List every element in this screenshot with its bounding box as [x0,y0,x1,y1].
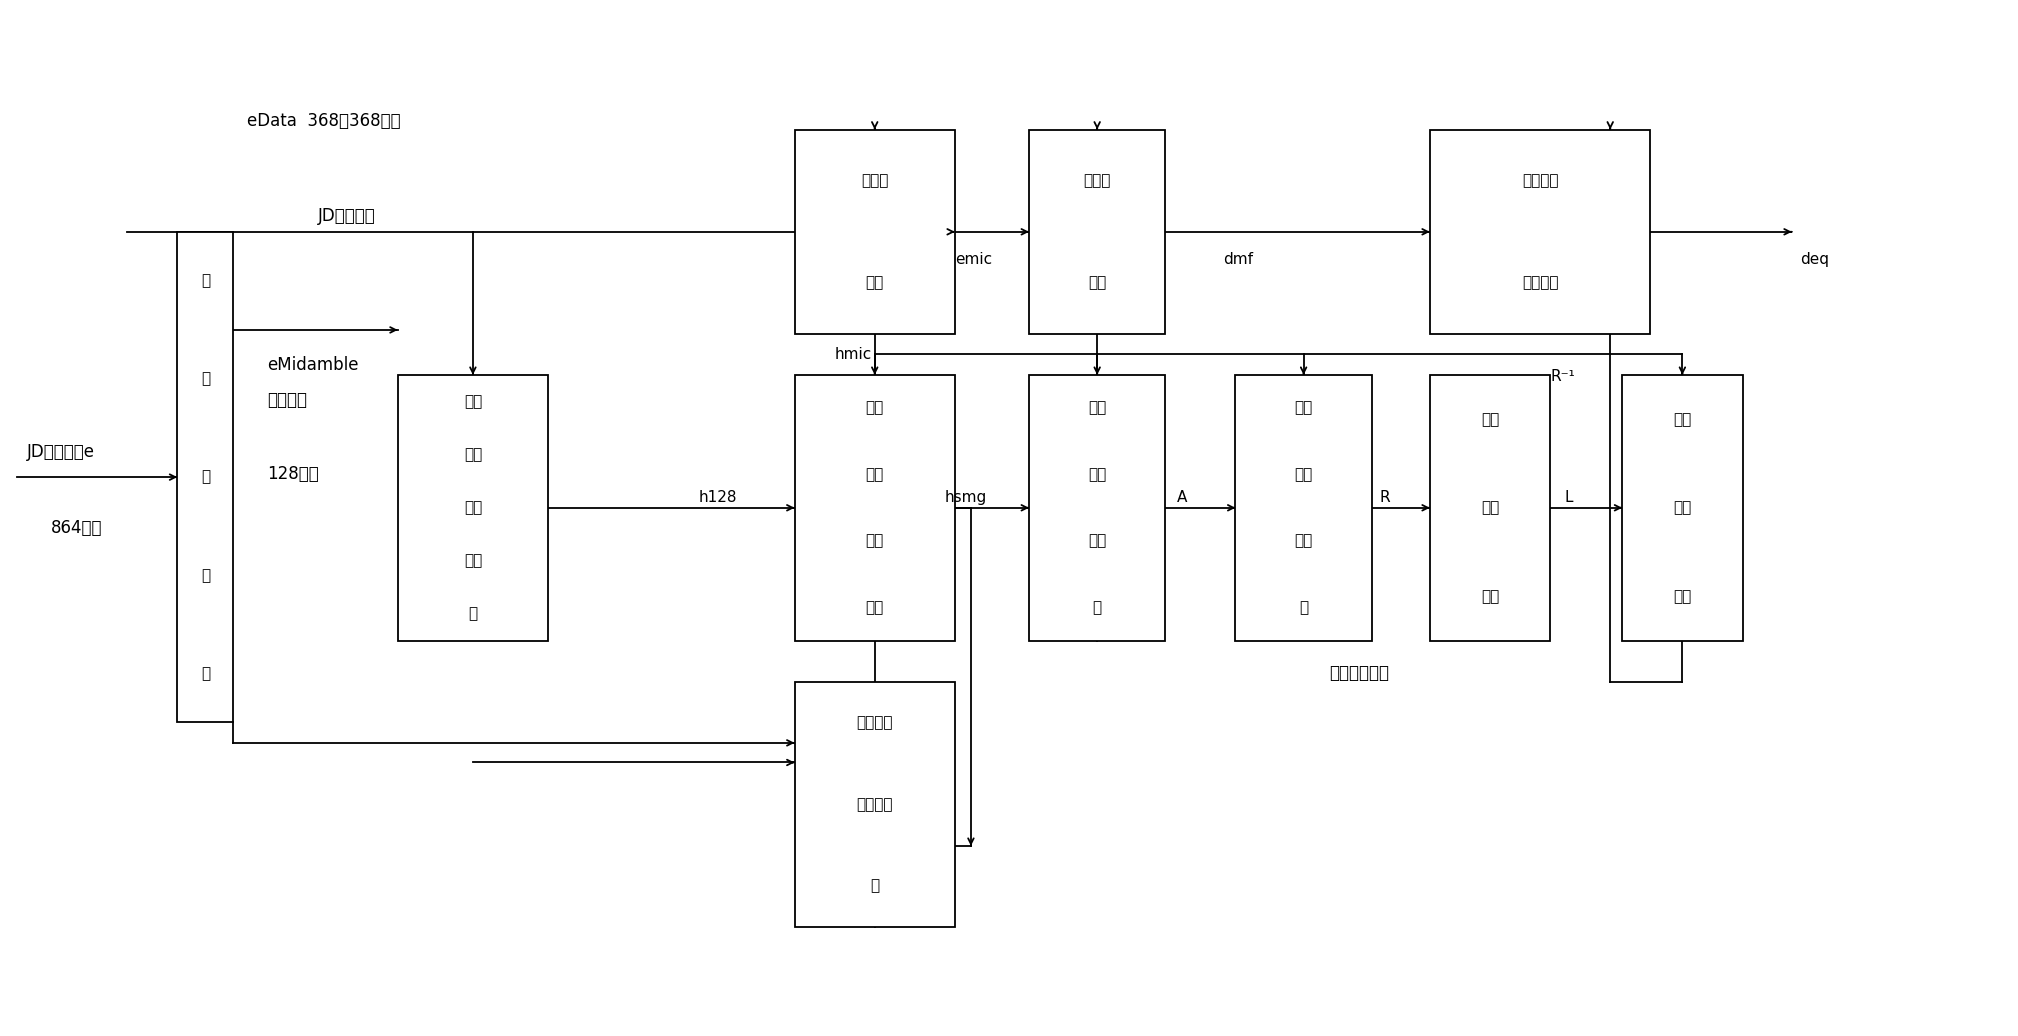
Text: 器: 器 [468,607,478,622]
Text: 离: 离 [200,568,210,582]
Bar [795,130,955,334]
Text: deq: deq [1800,252,1830,267]
Text: 系统: 系统 [1088,401,1106,415]
Text: 864码片: 864码片 [50,519,103,538]
Text: 矩阵: 矩阵 [1481,411,1499,427]
Bar [1029,375,1164,640]
Text: 匹配滤: 匹配滤 [1084,173,1110,189]
Text: 求解模块: 求解模块 [1522,276,1558,290]
Text: A: A [1176,490,1189,506]
Text: 激活检测: 激活检测 [856,797,894,811]
Text: hsmg: hsmg [944,490,987,506]
Text: 冲激: 冲激 [464,448,482,462]
Text: R⁻¹: R⁻¹ [1550,370,1574,384]
Text: hmic: hmic [835,347,872,362]
Text: 估计: 估计 [866,467,884,482]
Text: 分解: 分解 [1481,500,1499,515]
Text: 理器: 理器 [866,600,884,615]
Text: 器: 器 [1092,600,1102,615]
Text: 激活码道信息: 激活码道信息 [1330,664,1390,683]
Text: dmf: dmf [1223,252,1253,267]
Text: 估计: 估计 [464,553,482,569]
Text: 生成: 生成 [1294,534,1314,548]
Text: h128: h128 [698,490,737,506]
Text: 数: 数 [200,274,210,288]
Text: 矩阵方程: 矩阵方程 [1522,173,1558,189]
Text: 模块: 模块 [1481,588,1499,604]
Bar [1431,375,1550,640]
Bar [1622,375,1742,640]
Text: L: L [1564,490,1572,506]
Bar [1235,375,1372,640]
Text: 后处: 后处 [866,534,884,548]
Text: 分: 分 [200,469,210,485]
Text: 器: 器 [1300,600,1308,615]
Bar [398,375,549,640]
Bar [178,232,234,722]
Text: 响应: 响应 [464,500,482,515]
Text: eMidamble: eMidamble [268,355,359,374]
Text: 信道: 信道 [866,401,884,415]
Text: 矩阵: 矩阵 [1673,411,1691,427]
Bar [795,682,955,927]
Text: 据: 据 [200,372,210,386]
Text: 干扰消: 干扰消 [862,173,888,189]
Text: 128码片: 128码片 [268,465,319,483]
Text: 信道: 信道 [464,394,482,409]
Text: 除器: 除器 [866,276,884,290]
Bar [1029,130,1164,334]
Text: 扩展序列: 扩展序列 [856,715,894,730]
Text: 模块: 模块 [1673,588,1691,604]
Text: 矩阵: 矩阵 [1088,467,1106,482]
Bar [795,375,955,640]
Text: emic: emic [955,252,993,267]
Text: eData  368＋368码片: eData 368＋368码片 [248,113,402,131]
Text: 矩阵: 矩阵 [1294,467,1314,482]
Bar [1431,130,1651,334]
Text: 波器: 波器 [1088,276,1106,290]
Text: 求逆: 求逆 [1673,500,1691,515]
Text: R: R [1380,490,1390,506]
Text: JD输入信号e: JD输入信号e [26,442,95,461]
Text: 生成: 生成 [1088,534,1106,548]
Text: 相关: 相关 [1294,401,1314,415]
Text: 器: 器 [870,879,880,893]
Text: 训练序列: 训练序列 [268,392,307,409]
Text: 器: 器 [200,666,210,681]
Text: JD控制信号: JD控制信号 [317,207,375,226]
